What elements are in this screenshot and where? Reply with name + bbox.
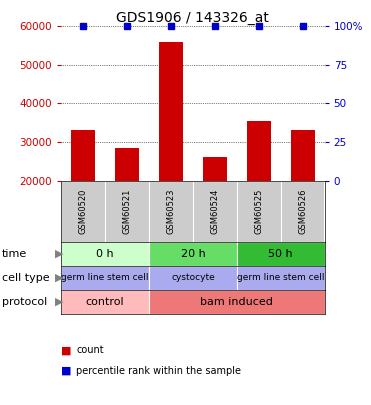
Text: protocol: protocol (2, 297, 47, 307)
Bar (71, 130, 95, 181)
Text: ▶: ▶ (55, 297, 63, 307)
Text: GSM60521: GSM60521 (122, 188, 132, 234)
Title: GDS1906 / 143326_at: GDS1906 / 143326_at (116, 11, 269, 25)
Bar (193, 181, 237, 242)
Text: 50 h: 50 h (268, 249, 293, 259)
Bar (115, 148, 139, 181)
Bar (105, 181, 149, 242)
Bar (62, 181, 105, 242)
Text: 20 h: 20 h (181, 249, 205, 259)
Text: ■: ■ (61, 345, 72, 355)
Text: ▶: ▶ (55, 273, 63, 283)
Bar (237, 181, 280, 242)
Text: count: count (76, 345, 104, 355)
Text: GSM60523: GSM60523 (167, 188, 175, 234)
Bar (61, 290, 149, 314)
Text: germ line stem cell: germ line stem cell (237, 273, 325, 282)
Bar (237, 242, 325, 266)
Text: germ line stem cell: germ line stem cell (61, 273, 149, 282)
Text: ■: ■ (61, 366, 72, 375)
Bar (290, 130, 315, 181)
Text: GSM60520: GSM60520 (79, 188, 88, 234)
Text: bam induced: bam induced (200, 297, 273, 307)
Text: GSM60525: GSM60525 (254, 188, 263, 234)
Text: GSM60526: GSM60526 (298, 188, 307, 234)
Text: cell type: cell type (2, 273, 49, 283)
Bar (149, 266, 237, 290)
Text: time: time (2, 249, 27, 259)
Bar (149, 242, 237, 266)
Text: cystocyte: cystocyte (171, 273, 215, 282)
Bar (149, 290, 325, 314)
Bar (281, 181, 324, 242)
Bar (237, 266, 325, 290)
Bar (247, 121, 271, 181)
Text: 0 h: 0 h (96, 249, 114, 259)
Bar (159, 42, 183, 181)
Text: control: control (86, 297, 124, 307)
Bar (61, 266, 149, 290)
Bar (149, 181, 193, 242)
Text: ▶: ▶ (55, 249, 63, 259)
Bar (61, 242, 149, 266)
Text: percentile rank within the sample: percentile rank within the sample (76, 366, 241, 375)
Bar (203, 158, 227, 181)
Text: GSM60524: GSM60524 (210, 188, 219, 234)
